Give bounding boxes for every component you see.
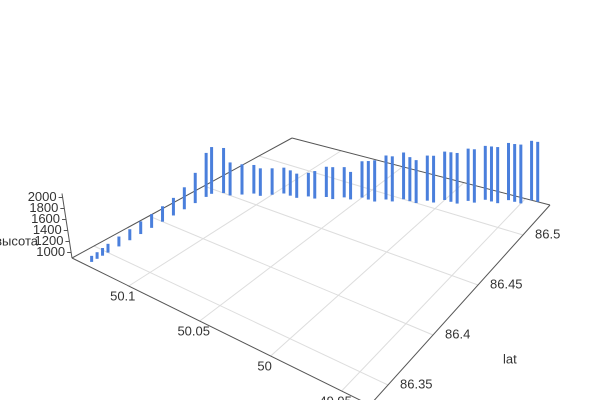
z-tick-label: 1800	[29, 200, 58, 215]
y-tick-label: 86.4	[445, 326, 470, 341]
y-tick-label: 86.5	[535, 226, 560, 241]
z-axis-label: высота	[0, 233, 39, 248]
grid-line	[128, 150, 342, 287]
x-tick-label: 50	[257, 358, 271, 373]
z-tick-label: 2000	[28, 189, 57, 204]
z-tick-label: 1200	[35, 233, 64, 248]
axis-line	[71, 137, 293, 259]
y-tick-label: 86.35	[400, 376, 433, 391]
z-axis-line	[61, 193, 73, 259]
grid-line	[148, 215, 434, 336]
grid-line	[341, 198, 526, 392]
x-axis-label: lat	[503, 351, 517, 366]
axis-line	[373, 204, 551, 400]
axis-line	[71, 257, 361, 400]
grid-line	[203, 185, 479, 286]
x-tick-label: 50.1	[110, 288, 135, 303]
y-tick-label: 86.45	[490, 276, 523, 291]
grid-line	[270, 182, 465, 357]
grid-line	[93, 245, 389, 386]
z-tick-label: 1400	[33, 222, 62, 237]
x-tick-label: 49.95	[319, 393, 352, 400]
z-tick-label: 1600	[31, 211, 60, 226]
x-tick-label: 50.05	[177, 323, 210, 338]
axis-line	[291, 137, 551, 206]
z-tick-label: 1000	[36, 244, 65, 259]
